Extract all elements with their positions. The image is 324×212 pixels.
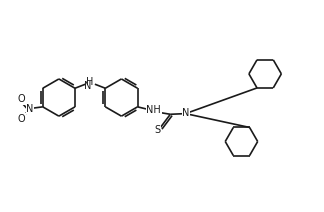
Text: H: H bbox=[87, 77, 94, 87]
Text: S: S bbox=[155, 125, 161, 135]
Text: N: N bbox=[182, 108, 190, 118]
Text: N: N bbox=[84, 81, 91, 91]
Text: N: N bbox=[26, 103, 34, 114]
Text: NH: NH bbox=[146, 105, 161, 115]
Text: O: O bbox=[17, 94, 25, 104]
Text: O: O bbox=[17, 114, 25, 124]
